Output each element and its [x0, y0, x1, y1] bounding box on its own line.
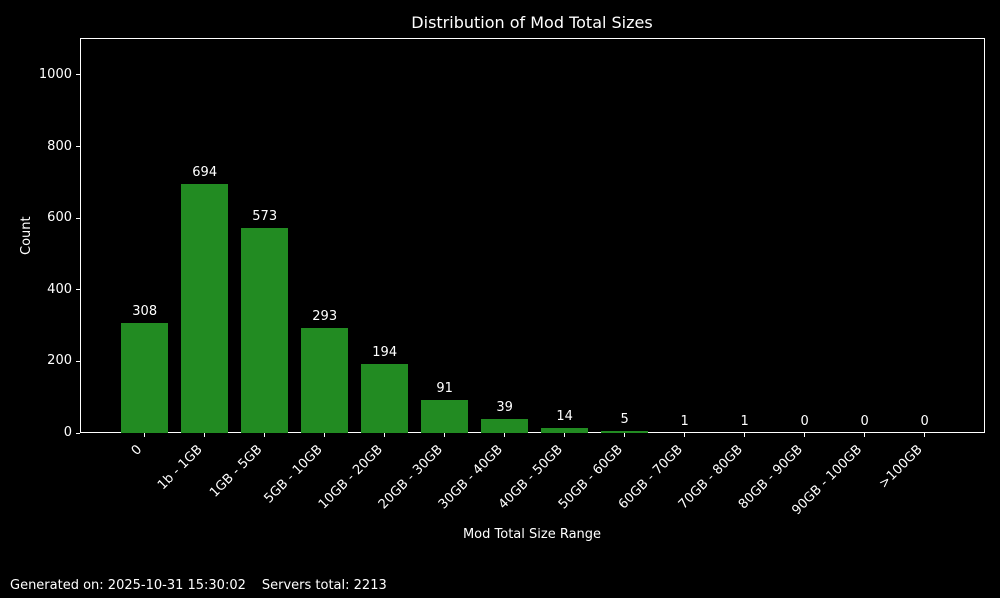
bar-value-label: 1 [680, 413, 689, 429]
x-tick-mark [204, 433, 206, 437]
y-tick-mark [76, 217, 80, 219]
bar-value-label: 39 [496, 400, 513, 416]
bar [541, 427, 589, 433]
bar-value-label: 5 [620, 412, 629, 428]
x-tick-label: >100GB [876, 442, 926, 492]
y-tick-label: 200 [47, 353, 72, 369]
bar-value-label: 308 [132, 303, 158, 319]
x-tick-mark [684, 433, 686, 437]
bar [301, 328, 349, 433]
bar [481, 419, 529, 433]
plot-area [80, 38, 985, 433]
bar [421, 400, 469, 433]
bar-value-label: 0 [920, 414, 929, 429]
bar-value-label: 293 [312, 309, 338, 325]
bar-value-label: 1 [740, 413, 749, 429]
x-tick-label: 5GB - 10GB [261, 442, 326, 507]
x-tick-mark [624, 433, 626, 437]
bar-value-label: 0 [800, 414, 809, 429]
bar-value-label: 0 [860, 414, 869, 429]
bar-value-label: 194 [372, 344, 398, 360]
x-tick-mark [924, 433, 926, 437]
x-tick-label: 0 [129, 442, 146, 459]
x-tick-mark [264, 433, 266, 437]
y-tick-label: 400 [47, 281, 72, 297]
y-tick-label: 800 [47, 138, 72, 154]
x-tick-mark [564, 433, 566, 437]
bar [361, 363, 409, 433]
y-tick-label: 0 [63, 425, 72, 440]
y-tick-mark [76, 74, 80, 76]
bar-value-label: 91 [436, 381, 453, 397]
x-tick-mark [384, 433, 386, 437]
y-tick-label: 600 [47, 210, 72, 226]
x-tick-mark [504, 433, 506, 437]
x-tick-mark [324, 433, 326, 437]
x-tick-mark [144, 433, 146, 437]
y-axis-label: Count [19, 216, 34, 255]
bar [121, 322, 169, 433]
x-tick-mark [804, 433, 806, 437]
bar-value-label: 573 [252, 208, 278, 224]
bar [601, 431, 649, 433]
bar [181, 184, 229, 433]
x-tick-mark [864, 433, 866, 437]
bar-value-label: 694 [192, 165, 218, 181]
footer: Generated on: 2025-10-31 15:30:02 Servers… [10, 578, 387, 594]
y-tick-mark [76, 289, 80, 291]
servers-total: Servers total: 2213 [261, 578, 387, 593]
y-tick-mark [76, 146, 80, 147]
y-tick-mark [76, 432, 80, 434]
y-tick-label: 1000 [38, 66, 72, 82]
generated-timestamp: Generated on: 2025-10-31 15:30:02 [10, 578, 246, 593]
x-tick-label: 1b - 1GB [154, 442, 206, 494]
x-tick-mark [444, 433, 446, 437]
x-tick-mark [744, 433, 746, 437]
x-axis-label: Mod Total Size Range [462, 527, 602, 542]
bar [241, 227, 289, 433]
bottom-edge-line [0, 598, 1000, 600]
chart-title: Distribution of Mod Total Sizes [411, 13, 653, 32]
bar-value-label: 14 [556, 408, 573, 424]
y-tick-mark [76, 360, 80, 362]
x-tick-label: 1GB - 5GB [207, 442, 266, 501]
